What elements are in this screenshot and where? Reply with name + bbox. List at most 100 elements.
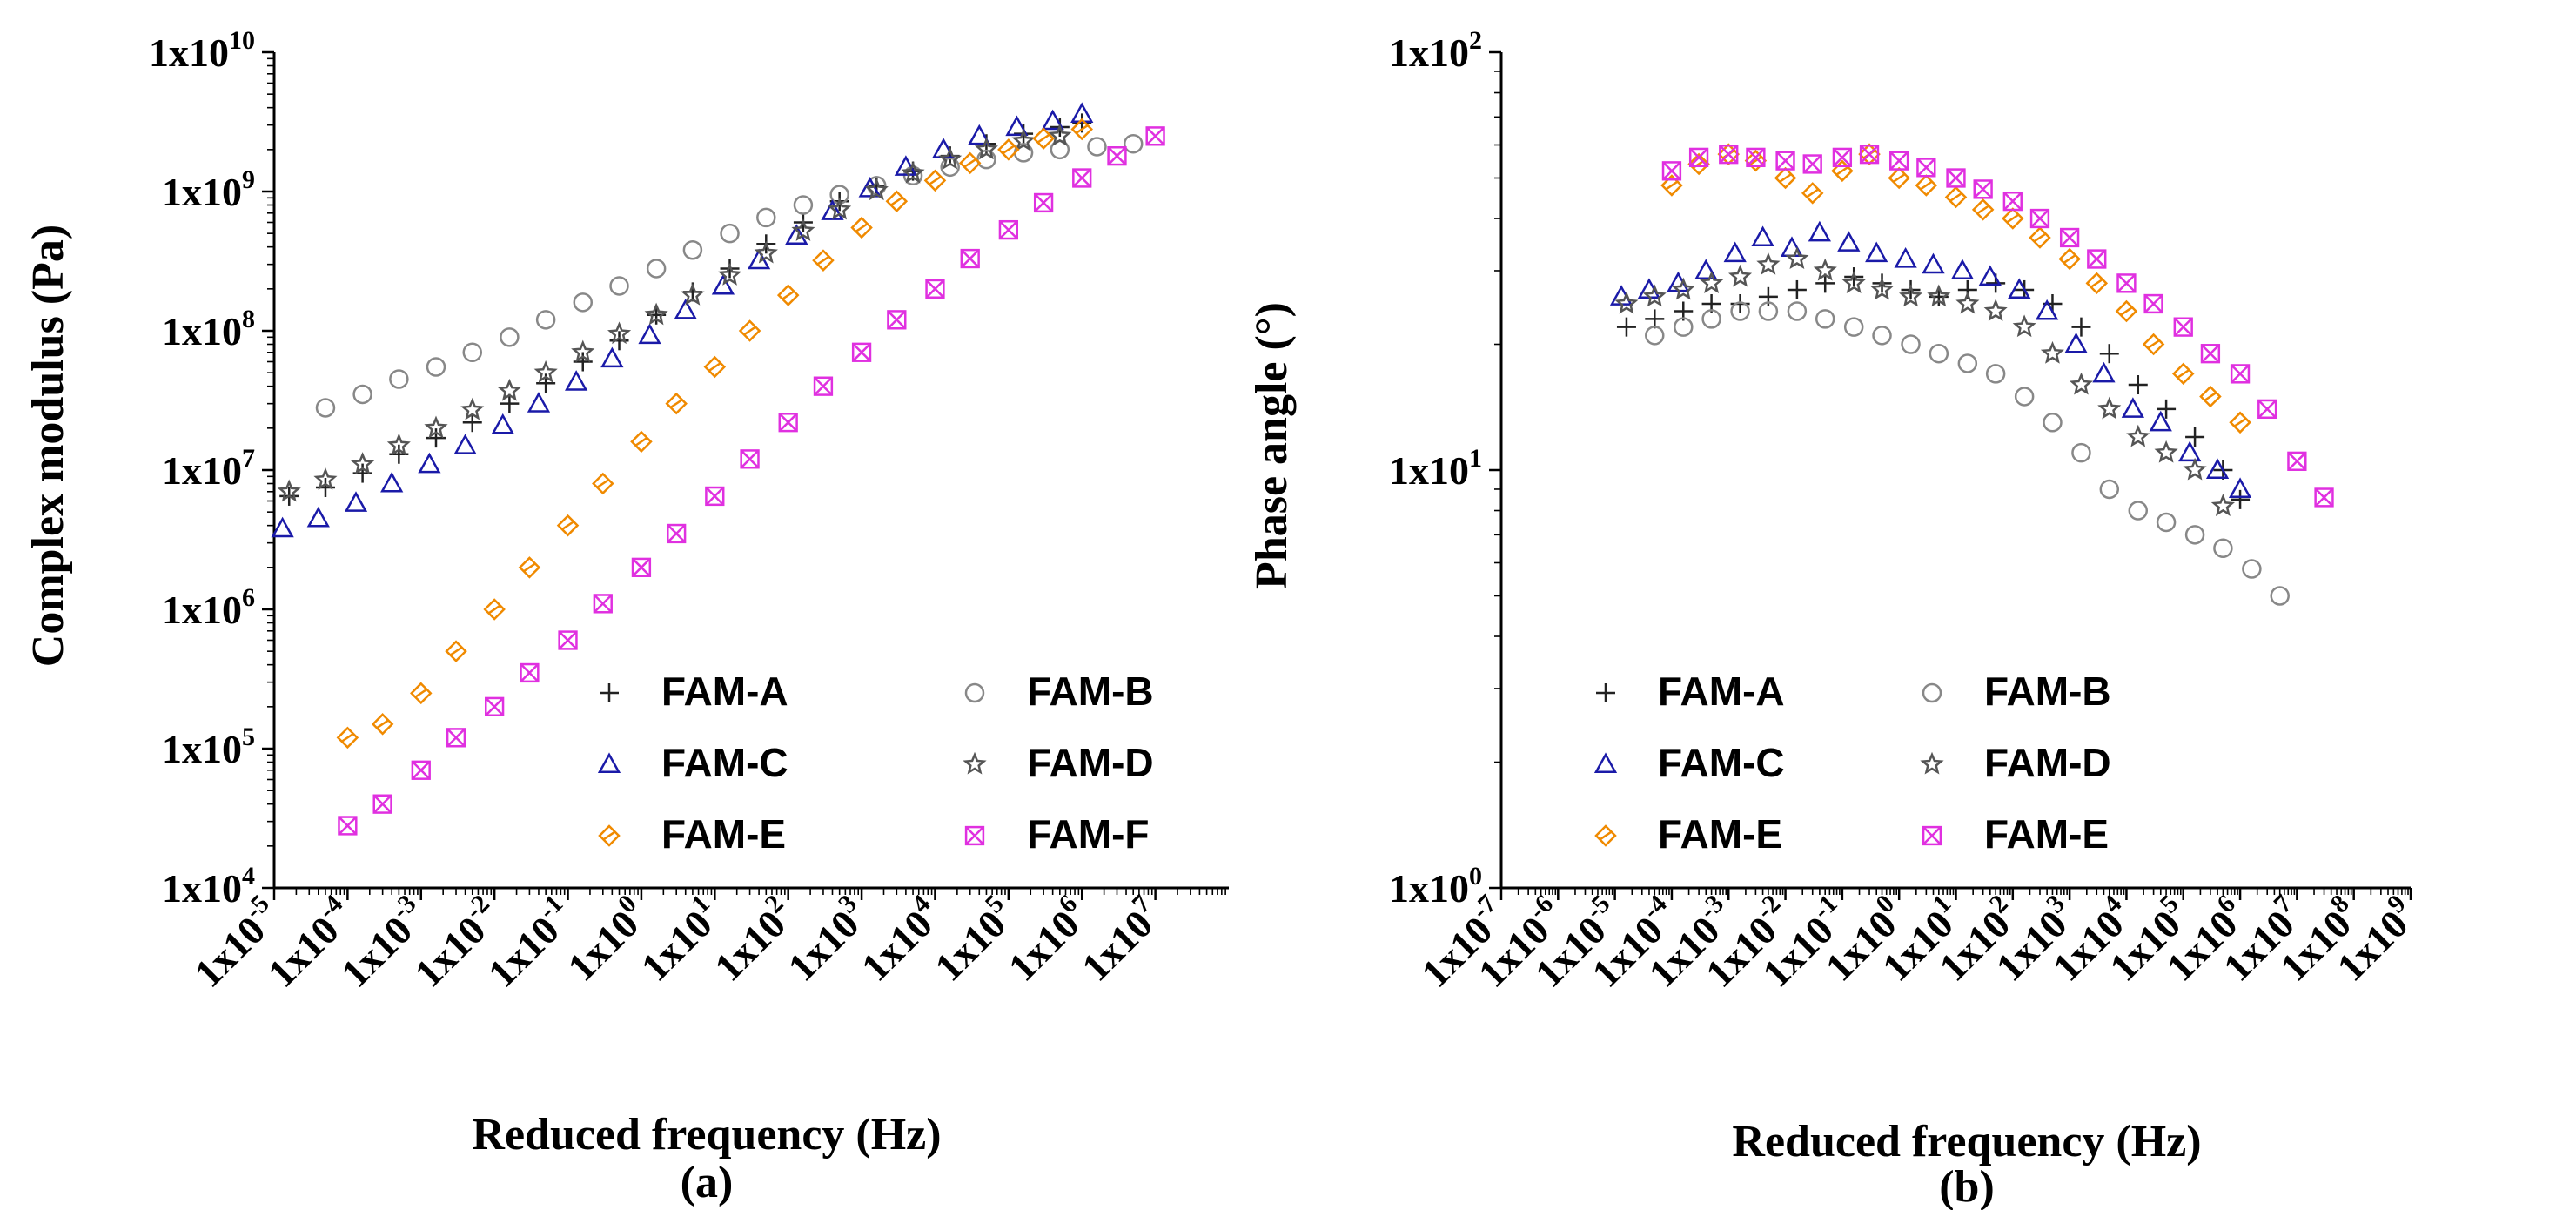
panel-b-x-axis-title: Reduced frequency (Hz): [1732, 1117, 2201, 1166]
panel-a-data-point: [313, 467, 338, 490]
panel-a-data-point: [776, 284, 800, 306]
panel-b-data-point: [2154, 440, 2178, 463]
panel-a-data-point: [756, 207, 776, 228]
panel-b-data-point: [2229, 411, 2251, 434]
panel-b-data-point: [1785, 246, 1809, 270]
panel-b-data-point: [2040, 340, 2064, 364]
panel-a-data-point: [520, 662, 540, 683]
panel-a-data-point: [976, 149, 996, 170]
panel-a-data-point: [277, 479, 301, 502]
panel-b-y-tick-label: 1x102: [1389, 26, 1482, 75]
panel-a-legend-marker: [600, 683, 619, 702]
panel-a-y-tick-label: 1x108: [162, 305, 255, 353]
panel-b-data-point: [1694, 259, 1718, 280]
panel-b-data-point: [1699, 271, 1724, 293]
panel-b-data-point: [2059, 227, 2080, 248]
panel-a-y-tick-label: 1x107: [162, 444, 255, 493]
panel-b-data-point: [1744, 149, 1768, 172]
panel-a-series-fam-c-2: [271, 102, 1094, 538]
panel-b-data-point: [2043, 413, 2063, 433]
panel-a-legend-marker: [964, 825, 985, 846]
panel-b-data-point: [1642, 284, 1667, 307]
panel-a-data-point: [571, 339, 595, 363]
panel-a-x-tick-label: 1x105: [923, 889, 1023, 989]
panel-a-data-point: [418, 452, 441, 474]
panel-b-data-point: [1888, 166, 1910, 190]
panel-a-data-point: [315, 398, 336, 418]
panel-b-data-point: [2213, 538, 2233, 559]
panel-a-x-axis-title: Reduced frequency (Hz): [472, 1110, 941, 1160]
panel-a-data-point: [565, 370, 588, 391]
panel-a-x-tick-label: 1x107: [1070, 889, 1170, 989]
panel-b-data-point: [2185, 427, 2205, 447]
panel-b-data-point: [2314, 487, 2334, 508]
panel-b-legend-label: FAM-B: [1984, 669, 2111, 714]
panel-b-chart: 1x1001x1011x1021x10-71x10-61x10-51x10-41…: [1389, 26, 2425, 996]
panel-b-data-point: [1815, 273, 1835, 293]
panel-b-data-point: [1787, 301, 1808, 321]
panel-a-data-point: [718, 263, 742, 286]
panel-b-series-fam-c-2: [1609, 220, 2252, 499]
panel-a-data-point: [703, 355, 727, 379]
panel-b-data-point: [2116, 273, 2137, 293]
panel-a-data-point: [1070, 118, 1093, 141]
panel-b-data-point: [2143, 293, 2163, 314]
panel-a-data-point: [344, 491, 368, 512]
panel-b-data-point: [1746, 147, 1766, 168]
panel-b-data-point: [1758, 301, 1779, 321]
panel-a-data-point: [462, 342, 483, 363]
panel-a-x-tick-label: 1x10-2: [403, 889, 509, 995]
panel-b-data-point: [1894, 246, 1917, 268]
panel-b-series-fam-b-1: [1645, 301, 2290, 606]
panel-a-x-tick-label: 1x102: [703, 889, 803, 989]
panel-a-data-point: [1145, 126, 1165, 146]
panel-b-data-point: [1978, 265, 2002, 286]
panel-b-data-point: [2099, 344, 2119, 364]
panel-b-data-point: [1723, 241, 1747, 263]
panel-b-data-point: [2029, 208, 2050, 229]
panel-a-data-point: [1011, 128, 1036, 151]
panel-b-data-point: [2036, 299, 2059, 320]
panel-b-data-point: [2228, 477, 2252, 499]
panel-a-data-point: [968, 124, 991, 145]
panel-a-legend-label: FAM-D: [1027, 740, 1154, 785]
panel-a-data-point: [925, 279, 945, 299]
panel-b-data-point: [2069, 372, 2093, 395]
panel-a-data-point: [829, 185, 849, 205]
panel-a-legend-label: FAM-C: [661, 740, 788, 785]
panel-a-chart: 1x1041x1051x1061x1071x1081x1091x10101x10…: [149, 26, 1229, 996]
panel-a-data-point: [1048, 124, 1072, 146]
panel-a-data-point: [885, 190, 909, 213]
panel-b-data-point: [1950, 259, 1975, 280]
panel-a-y-axis-title: Complex modulus (Pa): [23, 225, 73, 667]
panel-b-data-point: [2008, 278, 2031, 299]
panel-a-legend-marker: [597, 752, 621, 774]
panel-a-legend-label: FAM-F: [1027, 811, 1150, 857]
panel-b-data-point: [1899, 284, 1923, 307]
panel-a-data-point: [446, 728, 466, 748]
panel-b-series-fam-a-0: [1616, 267, 2251, 509]
panel-b-data-point: [1872, 326, 1892, 346]
panel-a-legend-label: FAM-A: [661, 669, 788, 714]
panel-a-data-point: [850, 216, 873, 239]
panel-a-data-point: [720, 223, 740, 244]
panel-b-legend-marker: [1594, 824, 1617, 847]
panel-b-data-point: [1774, 166, 1797, 190]
panel-a-data-point: [491, 413, 514, 434]
panel-a-data-point: [828, 197, 852, 220]
panel-a-data-point: [424, 415, 448, 439]
panel-b-data-point: [2099, 479, 2120, 500]
panel-b-legend-marker: [1922, 825, 1942, 846]
panel-b-data-point: [2287, 451, 2307, 471]
panel-a-legend-label: FAM-B: [1027, 669, 1154, 714]
panel-b-data-point: [1915, 174, 1938, 197]
panel-a-data-point: [518, 556, 541, 579]
panel-a-data-point: [338, 816, 358, 836]
panel-b-data-point: [1831, 159, 1854, 183]
panel-a-data-point: [1032, 127, 1055, 150]
panel-a-data-point: [593, 594, 613, 614]
panel-b-data-point: [2257, 399, 2277, 420]
panel-b-data-point: [2210, 494, 2236, 516]
panel-b-data-point: [2178, 440, 2202, 462]
panel-b-data-point: [1787, 279, 1807, 299]
